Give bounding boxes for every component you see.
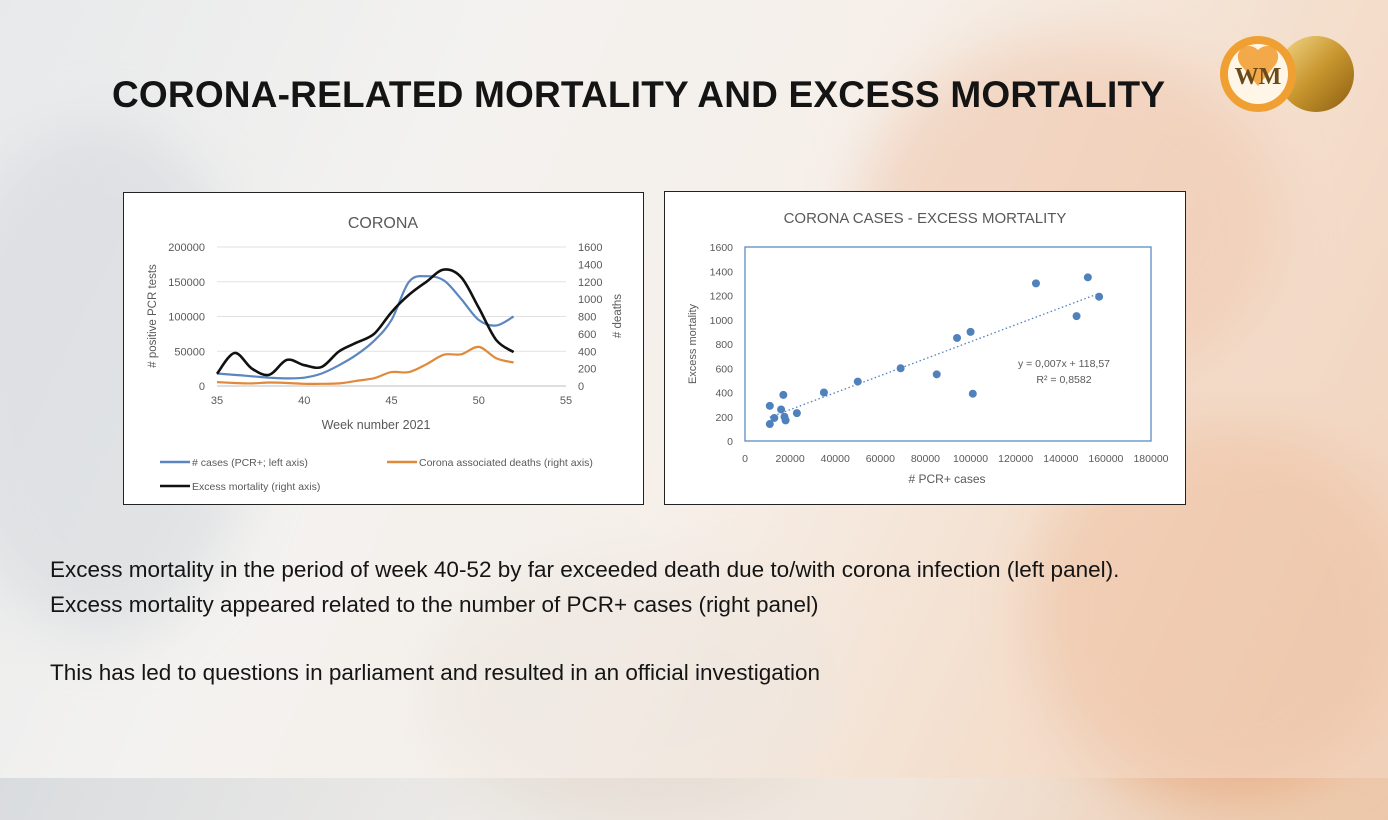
y-left-tick-label: 150000 — [168, 277, 205, 289]
scatter-point — [781, 416, 790, 425]
legend-label: # cases (PCR+; left axis) — [192, 457, 308, 469]
logo-gold-ring — [1278, 36, 1354, 112]
scatter-point — [1072, 312, 1081, 321]
trendline — [769, 292, 1100, 418]
background-blob — [420, 560, 840, 820]
scatter-point — [1083, 273, 1092, 282]
scatter-point — [792, 409, 801, 418]
y-tick-label: 1600 — [710, 242, 734, 254]
y-left-tick-label: 0 — [199, 381, 205, 393]
y-left-axis-title: # positive PCR tests — [147, 264, 159, 368]
left-chart-panel: CORONA 200000 150000 100000 50000 0 1600 1400 12… — [123, 192, 644, 505]
body-text-line-3: This has led to questions in parliament … — [50, 660, 821, 685]
x-tick-label: 160000 — [1088, 453, 1123, 465]
y-right-tick-label: 400 — [578, 346, 596, 358]
y-axis-title: Excess mortality — [687, 303, 699, 384]
x-tick-label: 60000 — [866, 453, 895, 465]
x-tick-label: 50 — [473, 395, 485, 407]
scatter-point — [770, 413, 779, 422]
y-right-tick-label: 800 — [578, 312, 596, 324]
brand-logo: WM — [1220, 36, 1354, 112]
y-right-tick-label: 1000 — [578, 294, 602, 306]
scatter-point — [1031, 279, 1040, 288]
y-right-tick-label: 1200 — [578, 277, 602, 289]
scatter-point — [853, 377, 862, 386]
y-right-tick-label: 200 — [578, 364, 596, 376]
scatter-point — [932, 370, 941, 379]
y-tick-label: 800 — [715, 339, 733, 351]
trendline-r-squared: R² = 0,8582 — [1036, 374, 1091, 386]
scatter-point — [968, 389, 977, 398]
y-tick-label: 1400 — [710, 266, 734, 278]
heart-icon — [1237, 45, 1279, 86]
y-left-tick-label: 200000 — [168, 242, 205, 254]
chart-title: CORONA — [348, 215, 419, 232]
body-text-line-2: Excess mortality appeared related to the… — [50, 592, 819, 617]
slide-title: CORONA-RELATED MORTALITY AND EXCESS MORT… — [112, 74, 1166, 115]
y-tick-label: 0 — [727, 436, 733, 448]
y-tick-label: 1000 — [710, 315, 734, 327]
plot-area-border — [744, 246, 1152, 442]
x-axis-title: Week number 2021 — [322, 418, 431, 432]
y-left-tick-label: 100000 — [168, 312, 205, 324]
y-right-axis-title: # deaths — [612, 294, 624, 338]
scatter-point — [966, 327, 975, 336]
y-right-tick-label: 0 — [578, 381, 584, 393]
body-text-line-1: Excess mortality in the period of week 4… — [50, 557, 1120, 582]
x-tick-label: 180000 — [1133, 453, 1168, 465]
scatter-point — [1095, 292, 1104, 301]
logo-text: WM — [1235, 64, 1282, 90]
x-tick-label: 0 — [742, 453, 748, 465]
series-line-cases — [216, 275, 515, 380]
x-tick-label: 140000 — [1043, 453, 1078, 465]
y-tick-label: 200 — [715, 412, 733, 424]
cases-excess-scatter-chart: CORONA CASES - EXCESS MORTALITY 1600 1400 1… — [687, 210, 1169, 486]
scatter-point — [777, 405, 786, 414]
x-tick-label: 80000 — [911, 453, 940, 465]
chart-title: CORONA CASES - EXCESS MORTALITY — [784, 210, 1067, 227]
legend-label: Excess mortality (right axis) — [192, 481, 320, 493]
series-line-excess-mortality — [215, 268, 515, 377]
series-line-corona-deaths — [216, 345, 514, 386]
y-tick-label: 400 — [715, 388, 733, 400]
scatter-point — [779, 390, 788, 399]
y-tick-label: 1200 — [710, 291, 734, 303]
x-tick-label: 120000 — [998, 453, 1033, 465]
x-tick-label: 40000 — [821, 453, 850, 465]
scatter-point — [953, 333, 962, 342]
trendline-equation: y = 0,007x + 118,57 — [1018, 358, 1110, 370]
x-axis-title: # PCR+ cases — [908, 472, 985, 486]
x-tick-label: 45 — [385, 395, 397, 407]
y-left-tick-label: 50000 — [174, 346, 205, 358]
corona-line-chart: CORONA 200000 150000 100000 50000 0 1600 1400 12… — [147, 215, 624, 493]
x-tick-label: 100000 — [953, 453, 988, 465]
scatter-point — [765, 420, 774, 429]
legend-label: Corona associated deaths (right axis) — [419, 457, 593, 469]
y-right-tick-label: 1600 — [578, 242, 602, 254]
y-right-tick-label: 1400 — [578, 259, 602, 271]
x-tick-label: 20000 — [776, 453, 805, 465]
x-tick-label: 55 — [560, 395, 572, 407]
scatter-point — [896, 364, 905, 373]
scatter-point — [819, 388, 828, 397]
y-tick-label: 600 — [715, 363, 733, 375]
right-chart-panel: CORONA CASES - EXCESS MORTALITY 1600 1400 1… — [664, 191, 1186, 505]
scatter-point — [765, 401, 774, 410]
y-right-tick-label: 600 — [578, 329, 596, 341]
x-tick-label: 40 — [298, 395, 310, 407]
x-tick-label: 35 — [211, 395, 223, 407]
